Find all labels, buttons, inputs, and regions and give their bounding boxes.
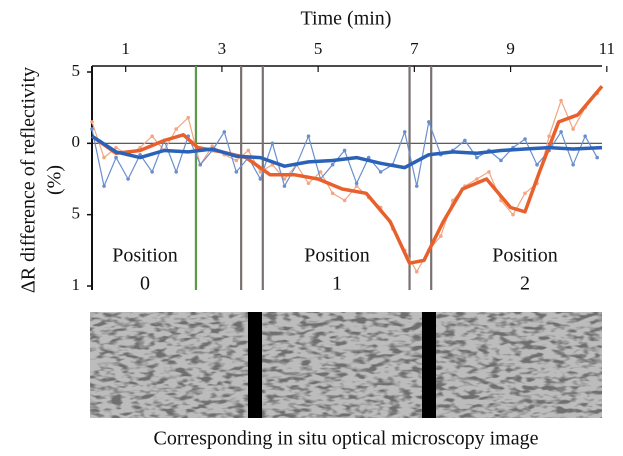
data-point [511,212,515,217]
data-point [354,181,359,186]
data-point [523,191,527,196]
data-point [463,138,467,143]
image-separator [248,312,262,418]
data-point [282,177,287,181]
data-point [90,120,94,124]
data-point [559,98,563,103]
image-caption: Corresponding in situ optical microscopy… [154,428,539,450]
data-point [378,170,383,174]
data-point [150,134,154,138]
data-point [330,191,335,196]
data-point [102,184,106,188]
data-point [114,145,118,150]
x-tick-label: 3 [218,39,227,58]
region-label: Position [304,245,370,267]
image-separator [422,312,436,418]
data-point [234,170,239,174]
data-point [354,184,359,188]
image-texture [90,312,602,418]
x-axis-title: Time (min) [301,8,392,30]
data-point [90,127,94,131]
data-point [222,130,227,134]
y-tick-label: 1 [72,275,81,294]
data-point [439,234,443,238]
data-point [258,177,263,181]
data-point [330,162,335,167]
data-point [426,120,431,124]
x-tick-label: 1 [121,39,130,58]
data-point [595,155,599,160]
region-number: 1 [332,273,342,295]
data-point [583,134,587,138]
data-point [499,158,503,163]
data-point [523,137,527,141]
data-point [174,170,178,174]
data-point [318,170,323,174]
data-point [126,177,130,181]
y-tick-label: 5 [72,204,81,223]
data-point [270,141,275,146]
region-number: 0 [140,273,150,295]
data-point [414,269,419,274]
data-point [306,134,311,138]
data-line [91,121,598,187]
x-tick-label: 7 [410,39,419,58]
region-label: Position [112,245,178,267]
data-point [535,162,539,167]
data-point [487,170,491,174]
data-point [306,181,311,186]
data-point [547,134,551,138]
data-point [342,198,347,203]
x-tick-label: 5 [314,39,323,58]
data-point [150,170,154,174]
x-tick-label: 9 [506,39,515,58]
data-point [198,162,203,167]
data-point [475,177,479,181]
x-tick-label: 11 [599,39,615,58]
y-axis-title: (%) [44,165,66,195]
microscopy-images [90,312,602,418]
region-label: Position [492,245,558,267]
data-point [402,130,407,134]
data-point [282,184,287,188]
data-point [571,127,575,131]
data-point [246,148,251,153]
data-point [114,155,118,160]
data-point [234,158,239,163]
data-point [210,144,215,148]
y-axis-title: ΔR difference of reflectivity [18,67,40,293]
data-point [559,130,563,134]
data-point [571,162,575,167]
data-point [414,184,419,188]
data-point [475,155,479,160]
data-line [90,85,604,265]
data-point [186,115,191,120]
data-line [91,134,603,170]
data-point [174,127,178,131]
y-tick-label: 0 [72,132,81,151]
y-tick-label: 5 [72,61,81,80]
data-point [342,148,347,153]
data-point [258,170,263,174]
data-point [102,155,106,160]
region-number: 2 [520,273,530,295]
